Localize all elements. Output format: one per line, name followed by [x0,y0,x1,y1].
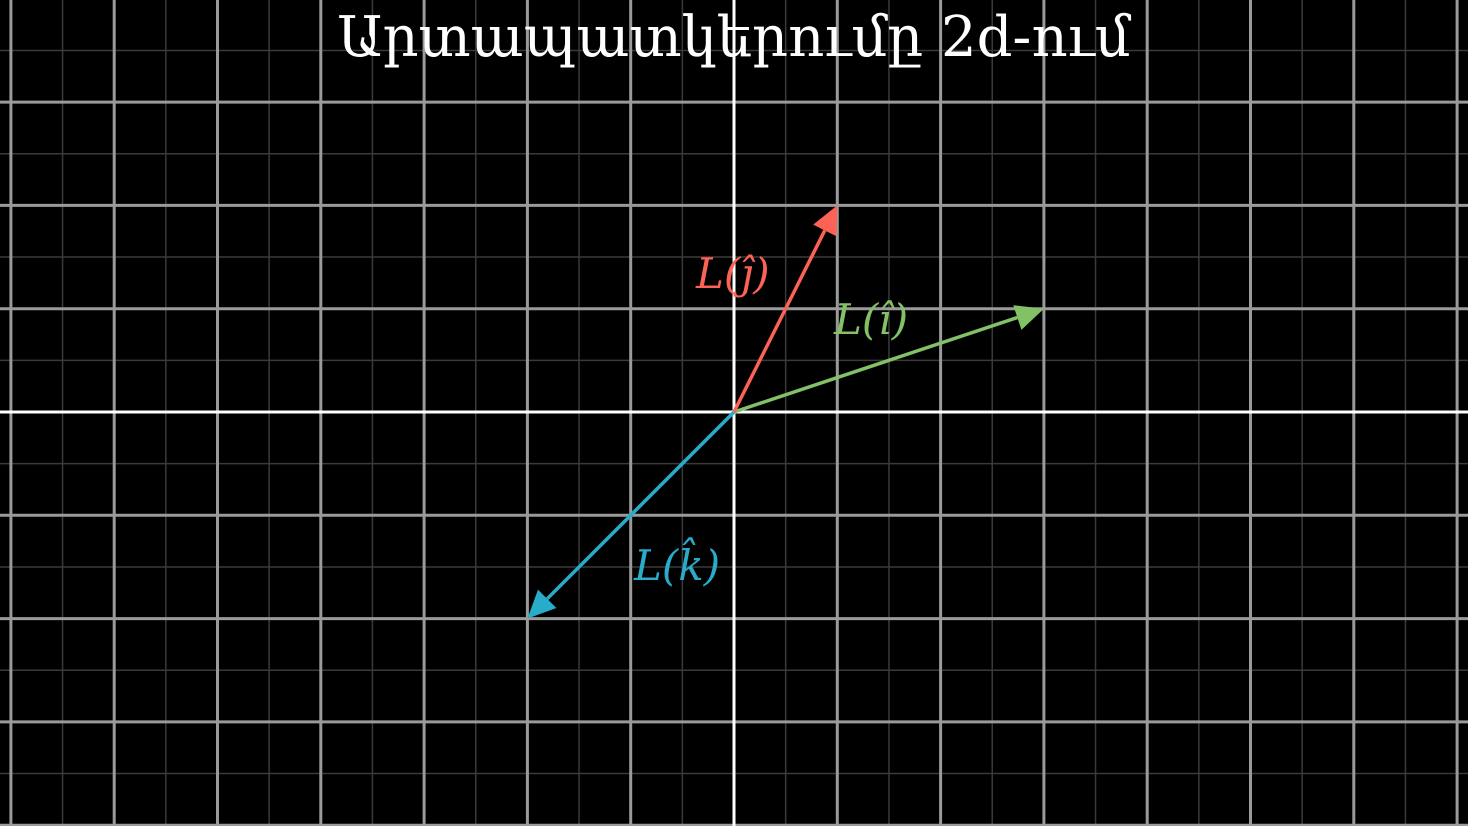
vector-L-k-shaft [545,410,736,601]
vector-L-i-label: L(î) [833,295,908,344]
vector-L-i: L(î) [733,295,1044,414]
vector-L-j-shaft [732,229,827,413]
vector-L-j-arrowhead [813,205,838,237]
vector-L-i-shaft [733,315,1018,414]
vector-L-k-arrowhead [527,589,557,619]
vectors: L(î) L(ĵ) L(k̂) [527,205,1044,619]
vector-L-j: L(ĵ) [695,205,838,413]
vector-L-k-label: L(k̂) [633,536,720,590]
vector-L-j-label: L(ĵ) [695,249,770,298]
vector-L-k: L(k̂) [527,410,736,619]
page-title: Արտապատկերումը 2d-ում [337,5,1131,70]
vector-L-i-arrowhead [1013,305,1044,330]
